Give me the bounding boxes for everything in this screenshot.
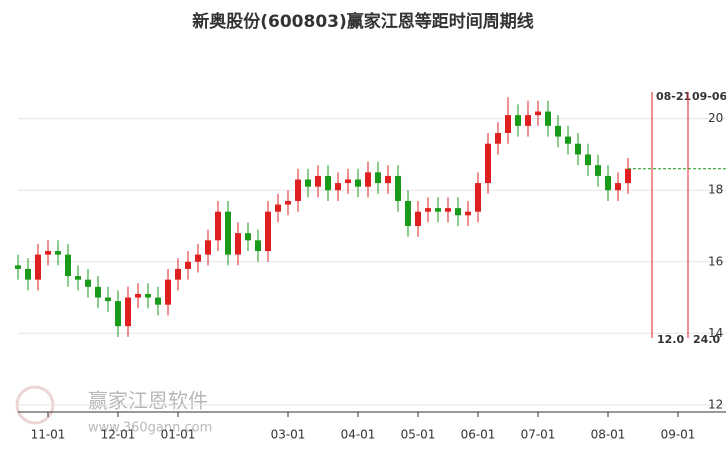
x-tick-label: 12-01: [101, 428, 136, 442]
x-tick-label: 01-01: [161, 428, 196, 442]
candle-body: [255, 240, 261, 252]
candle-body: [375, 172, 381, 184]
watermark-name: 赢家江恩软件: [88, 389, 208, 413]
candle-body: [195, 254, 201, 262]
candle-body: [345, 179, 351, 184]
candle-body: [115, 301, 121, 327]
candle-body: [565, 136, 571, 144]
candle-body: [65, 254, 71, 277]
candle-body: [135, 293, 141, 298]
x-tick-label: 06-01: [461, 428, 496, 442]
candle-body: [85, 279, 91, 287]
candle-body: [495, 133, 501, 144]
cycle-value: 24.0: [693, 333, 720, 346]
candle-body: [155, 297, 161, 305]
candle-body: [125, 297, 131, 327]
candle-body: [485, 143, 491, 184]
candle-body: [325, 175, 331, 191]
candle-body: [45, 251, 51, 255]
cycle-date: 09-06: [692, 90, 726, 103]
candle-body: [55, 251, 61, 255]
candle-body: [405, 200, 411, 226]
candle-body: [535, 111, 541, 116]
x-tick-label: 07-01: [521, 428, 556, 442]
chart-title: 新奥股份(600803)赢家江恩等距时间周期线: [192, 11, 534, 32]
candle-body: [285, 200, 291, 205]
y-tick-label: 14: [708, 326, 723, 340]
candle-body: [415, 211, 421, 226]
candle-body: [185, 261, 191, 269]
candle-body: [15, 265, 21, 269]
candle-body: [145, 293, 151, 298]
candle-body: [165, 279, 171, 305]
y-tick-label: 16: [708, 254, 723, 268]
candle-body: [515, 115, 521, 126]
watermark: 赢家江恩软件 www.360gann.com: [15, 385, 212, 436]
watermark-url: www.360gann.com: [88, 421, 212, 436]
candle-body: [595, 165, 601, 176]
candle-body: [35, 254, 41, 280]
candle-body: [465, 211, 471, 216]
candle-body: [575, 143, 581, 155]
candle-body: [585, 154, 591, 166]
candle-body: [425, 208, 431, 212]
candle-body: [525, 115, 531, 126]
candle-body: [305, 179, 311, 187]
x-tick-label: 03-01: [271, 428, 306, 442]
x-tick-label: 09-01: [661, 428, 696, 442]
candle-body: [245, 233, 251, 241]
x-tick-label: 04-01: [341, 428, 376, 442]
candle-body: [545, 111, 551, 126]
candle-body: [215, 211, 221, 241]
candle-body: [25, 268, 31, 280]
cycle-value: 12.0: [657, 333, 684, 346]
candle-body: [615, 183, 621, 191]
candle-body: [475, 183, 481, 212]
candle-body: [275, 204, 281, 212]
candle-body: [175, 268, 181, 280]
candle-body: [385, 175, 391, 184]
candle-body: [625, 168, 631, 184]
candle-body: [315, 175, 321, 187]
candle-body: [295, 179, 301, 201]
y-tick-label: 20: [708, 111, 723, 125]
y-tick-label: 12: [708, 397, 723, 411]
candle-body: [435, 208, 441, 212]
candle-body: [335, 183, 341, 191]
x-tick-label: 11-01: [31, 428, 66, 442]
candle-body: [445, 208, 451, 212]
candle-body: [605, 175, 611, 191]
candle-body: [355, 179, 361, 187]
candle-body: [105, 297, 111, 302]
candle-body: [365, 172, 371, 187]
cycle-date: 08-21: [656, 90, 691, 103]
candle-body: [265, 211, 271, 252]
candle-body: [205, 240, 211, 255]
candle-body: [225, 211, 231, 255]
y-tick-label: 18: [708, 183, 723, 197]
x-tick-label: 05-01: [401, 428, 436, 442]
candle-body: [555, 125, 561, 137]
candle-body: [235, 233, 241, 255]
candle-body: [75, 276, 81, 280]
candle-body: [455, 208, 461, 216]
candle-body: [95, 286, 101, 298]
candle-body: [505, 115, 511, 133]
x-tick-label: 08-01: [591, 428, 626, 442]
candle-body: [395, 175, 401, 201]
